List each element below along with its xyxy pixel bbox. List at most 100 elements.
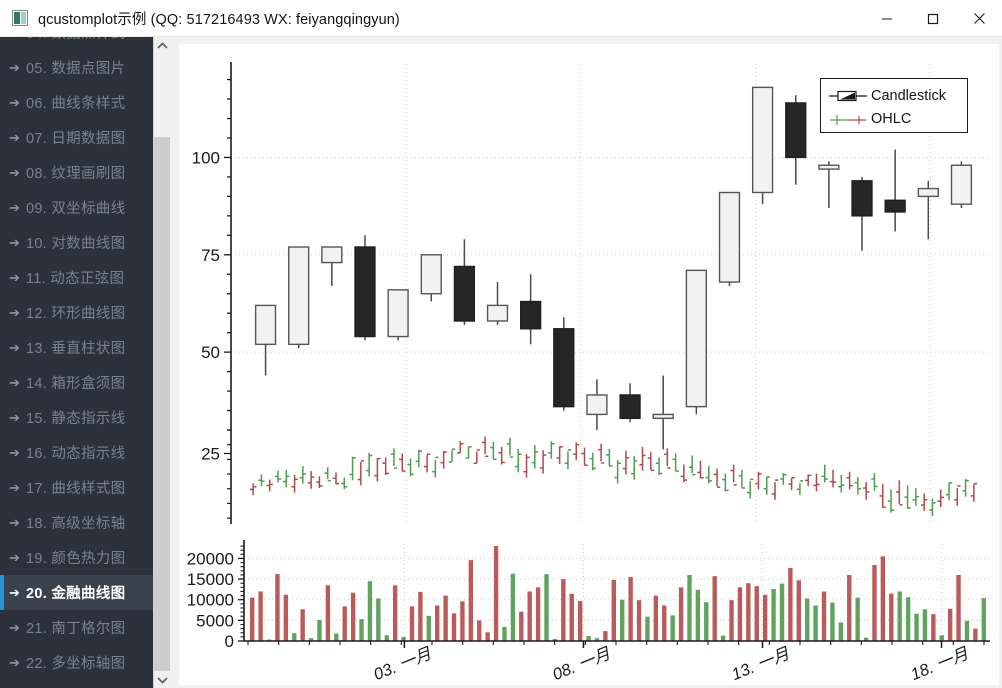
financial-chart[interactable]: 50 75 100 25 0 5000 10000 15000 20000 03. 一月 08. 一… <box>179 44 999 685</box>
arrow-right-icon: ➔ <box>9 60 20 75</box>
sidebar-item-label: 22. 多坐标轴图 <box>26 656 126 672</box>
sidebar-item-label: 11. 动态正弦图 <box>26 271 125 287</box>
svg-text:20000: 20000 <box>187 549 234 568</box>
arrow-right-icon: ➔ <box>9 235 20 250</box>
svg-text:100: 100 <box>192 148 220 167</box>
scrollbar-thumb[interactable] <box>154 137 170 671</box>
sidebar-item-label: 08. 纹理画刷图 <box>26 166 126 182</box>
arrow-right-icon: ➔ <box>9 585 20 600</box>
sidebar-item-17[interactable]: ➔ 17. 曲线样式图 <box>0 470 153 505</box>
arrow-right-icon: ➔ <box>9 550 20 565</box>
sidebar-item-15[interactable]: ➔ 15. 静态指示线 <box>0 400 153 435</box>
arrow-right-icon: ➔ <box>9 655 20 670</box>
sidebar-scrollbar[interactable] <box>153 37 170 688</box>
sidebar-item-13[interactable]: ➔ 13. 垂直柱状图 <box>0 330 153 365</box>
sidebar-item-list: ➔04. 数据点样式➔05. 数据点图片➔06. 曲线条样式➔07. 日期数据图… <box>0 37 153 680</box>
candlestick-legend-icon <box>829 88 867 104</box>
close-button[interactable] <box>956 0 1002 37</box>
legend-label: OHLC <box>871 110 912 127</box>
sidebar-item-22[interactable]: ➔ 22. 多坐标轴图 <box>0 645 153 680</box>
sidebar-item-label: 19. 颜色热力图 <box>26 551 126 567</box>
sidebar-item-4[interactable]: ➔04. 数据点样式 <box>0 37 153 50</box>
sidebar-item-label: 15. 静态指示线 <box>26 411 126 427</box>
arrow-right-icon: ➔ <box>9 410 20 425</box>
sidebar-item-9[interactable]: ➔ 09. 双坐标曲线 <box>0 190 153 225</box>
svg-text:03. 一月: 03. 一月 <box>371 644 434 684</box>
legend-label: Candlestick <box>871 87 946 104</box>
window-titlebar: qcustomplot示例 (QQ: 517216493 WX: feiyang… <box>0 0 1002 37</box>
svg-text:10000: 10000 <box>187 591 234 610</box>
sidebar-item-label: 13. 垂直柱状图 <box>26 341 126 357</box>
sidebar-item-label: 10. 对数曲线图 <box>26 236 126 252</box>
svg-text:50: 50 <box>201 343 220 362</box>
sidebar-item-label: 16. 动态指示线 <box>26 446 126 462</box>
sidebar-item-12[interactable]: ➔ 12. 环形曲线图 <box>0 295 153 330</box>
sidebar-item-5[interactable]: ➔ 05. 数据点图片 <box>0 50 153 85</box>
scroll-up-button[interactable] <box>154 37 170 54</box>
arrow-right-icon: ➔ <box>9 480 20 495</box>
sidebar-nav: ➔04. 数据点样式➔05. 数据点图片➔06. 曲线条样式➔07. 日期数据图… <box>0 37 153 688</box>
svg-text:13. 一月: 13. 一月 <box>729 644 792 684</box>
sidebar-item-8[interactable]: ➔ 08. 纹理画刷图 <box>0 155 153 190</box>
window-body: ➔04. 数据点样式➔05. 数据点图片➔06. 曲线条样式➔07. 日期数据图… <box>0 37 1002 688</box>
sidebar-item-14[interactable]: ➔ 14. 箱形盒须图 <box>0 365 153 400</box>
legend-row[interactable]: OHLC <box>829 107 967 130</box>
sidebar-item-label: 04. 数据点样式 <box>26 37 125 43</box>
maximize-button[interactable] <box>910 0 956 37</box>
scroll-down-button[interactable] <box>154 671 170 688</box>
svg-text:08. 一月: 08. 一月 <box>550 644 613 684</box>
ohlc-series <box>249 436 978 517</box>
sidebar-item-label: 14. 箱形盒须图 <box>26 376 126 392</box>
sidebar-item-label: 21. 南丁格尔图 <box>26 621 126 637</box>
sidebar-item-21[interactable]: ➔ 21. 南丁格尔图 <box>0 610 153 645</box>
sidebar-item-label: 20. 金融曲线图 <box>26 586 126 602</box>
chevron-up-icon <box>156 41 168 49</box>
arrow-right-icon: ➔ <box>9 130 20 145</box>
minimize-button[interactable] <box>864 0 910 37</box>
maximize-icon <box>927 13 939 24</box>
sidebar-item-label: 07. 日期数据图 <box>26 131 126 147</box>
sidebar-item-10[interactable]: ➔ 10. 对数曲线图 <box>0 225 153 260</box>
sidebar-item-label: 06. 曲线条样式 <box>26 96 126 112</box>
sidebar-item-label: 17. 曲线样式图 <box>26 481 126 497</box>
legend-row[interactable]: Candlestick <box>829 84 967 107</box>
arrow-right-icon: ➔ <box>9 37 26 39</box>
svg-text:15000: 15000 <box>187 570 234 589</box>
candlestick-series <box>254 86 973 450</box>
sidebar-item-16[interactable]: ➔ 16. 动态指示线 <box>0 435 153 470</box>
arrow-right-icon: ➔ <box>9 445 20 460</box>
svg-text:25: 25 <box>201 445 220 464</box>
chart-legend[interactable]: Candlestick OHLC <box>820 78 968 133</box>
sidebar-item-7[interactable]: ➔ 07. 日期数据图 <box>0 120 153 155</box>
sidebar-item-label: 18. 高级坐标轴 <box>26 516 126 532</box>
arrow-right-icon: ➔ <box>9 515 20 530</box>
window-title: qcustomplot示例 (QQ: 517216493 WX: feiyang… <box>38 11 400 28</box>
sidebar-item-11[interactable]: ➔ 11. 动态正弦图 <box>0 260 153 295</box>
arrow-right-icon: ➔ <box>9 375 20 390</box>
arrow-right-icon: ➔ <box>9 165 20 180</box>
sidebar-item-label: 12. 环形曲线图 <box>26 306 126 322</box>
svg-text:0: 0 <box>225 632 234 651</box>
arrow-right-icon: ➔ <box>9 200 20 215</box>
arrow-right-icon: ➔ <box>9 270 20 285</box>
minimize-icon <box>882 18 892 19</box>
arrow-right-icon: ➔ <box>9 305 20 320</box>
chevron-down-icon <box>156 676 168 684</box>
sidebar-item-6[interactable]: ➔ 06. 曲线条样式 <box>0 85 153 120</box>
svg-text:18. 一月: 18. 一月 <box>908 644 971 684</box>
window-controls <box>864 0 1002 37</box>
sidebar-item-20[interactable]: ➔ 20. 金融曲线图 <box>0 575 153 610</box>
sidebar-item-label: 09. 双坐标曲线 <box>26 201 126 217</box>
sidebar: ➔04. 数据点样式➔05. 数据点图片➔06. 曲线条样式➔07. 日期数据图… <box>0 37 170 688</box>
svg-text:5000: 5000 <box>196 611 234 630</box>
sidebar-item-19[interactable]: ➔ 19. 颜色热力图 <box>0 540 153 575</box>
arrow-right-icon: ➔ <box>9 340 20 355</box>
app-window-icon <box>12 10 28 26</box>
sidebar-item-18[interactable]: ➔ 18. 高级坐标轴 <box>0 505 153 540</box>
ohlc-legend-icon <box>829 111 867 127</box>
sidebar-item-label: 05. 数据点图片 <box>26 61 126 77</box>
arrow-right-icon: ➔ <box>9 95 20 110</box>
